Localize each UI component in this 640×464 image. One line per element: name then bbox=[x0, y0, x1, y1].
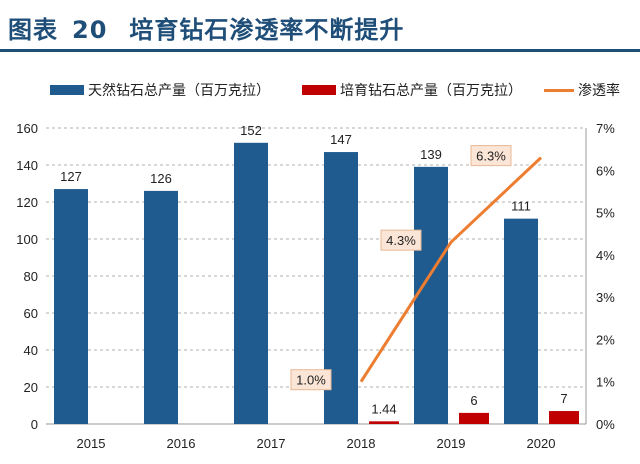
x-tick-label-2020: 2020 bbox=[527, 436, 556, 451]
legend-swatch-lab bbox=[302, 85, 336, 95]
bar-natural-2020 bbox=[504, 218, 538, 424]
data-label-lab-2018: 1.44 bbox=[371, 401, 396, 416]
y-left-tick-label: 20 bbox=[24, 380, 38, 395]
y-left-tick-label: 100 bbox=[16, 232, 38, 247]
y-right-tick-label: 6% bbox=[596, 163, 615, 178]
legend-item-lab: 培育钻石总产量（百万克拉） bbox=[302, 80, 522, 100]
y-left-tick-label: 60 bbox=[24, 306, 38, 321]
y-left-tick-label: 80 bbox=[24, 269, 38, 284]
x-tick-label-2018: 2018 bbox=[347, 436, 376, 451]
legend-label-rate: 渗透率 bbox=[578, 83, 620, 99]
figure-header: 图表 20 培育钻石渗透率不断提升 bbox=[0, 0, 640, 52]
x-tick-label-2015: 2015 bbox=[77, 436, 106, 451]
y-right-tick-label: 5% bbox=[596, 206, 615, 221]
legend-label-natural: 天然钻石总产量（百万克拉） bbox=[88, 83, 270, 99]
data-label-rate-2019: 4.3% bbox=[386, 233, 416, 248]
legend-label-lab: 培育钻石总产量（百万克拉） bbox=[340, 83, 522, 99]
y-right-tick-label: 3% bbox=[596, 290, 615, 305]
bar-lab-2019 bbox=[459, 412, 489, 424]
bar-natural-2017 bbox=[234, 142, 268, 425]
y-right-tick-label: 0% bbox=[596, 417, 615, 432]
rate-label-box-2020 bbox=[470, 145, 512, 167]
bar-natural-2019 bbox=[414, 166, 448, 424]
data-label-natural-2016: 126 bbox=[150, 171, 172, 186]
y-right-tick-label: 7% bbox=[596, 121, 615, 136]
x-tick-label-2017: 2017 bbox=[257, 436, 286, 451]
x-tick-label-2016: 2016 bbox=[167, 436, 196, 451]
figure-number: 20 bbox=[72, 16, 108, 44]
y-left-tick-label: 140 bbox=[16, 158, 38, 173]
data-label-rate-2018: 1.0% bbox=[296, 373, 326, 388]
data-label-rate-2020: 6.3% bbox=[476, 149, 506, 164]
data-label-natural-2015: 127 bbox=[60, 169, 82, 184]
legend-item-rate: 渗透率 bbox=[544, 80, 620, 100]
data-label-natural-2019: 139 bbox=[420, 147, 442, 162]
rate-line bbox=[359, 156, 543, 383]
figure-label: 图表 bbox=[8, 16, 58, 44]
y-left-tick-label: 0 bbox=[31, 417, 38, 432]
y-left-tick-label: 160 bbox=[16, 121, 38, 136]
y-right-tick-label: 4% bbox=[596, 248, 615, 263]
data-label-lab-2019: 6 bbox=[470, 393, 477, 408]
rate-label-box-2018 bbox=[290, 369, 332, 391]
data-label-natural-2020: 111 bbox=[511, 199, 531, 214]
data-label-natural-2018: 147 bbox=[330, 132, 352, 147]
data-label-natural-2017: 152 bbox=[240, 123, 262, 138]
chart-legend: 天然钻石总产量（百万克拉） 培育钻石总产量（百万克拉） 渗透率 bbox=[50, 80, 640, 102]
figure-caption: 培育钻石渗透率不断提升 bbox=[129, 16, 405, 44]
x-tick-label-2019: 2019 bbox=[437, 436, 466, 451]
y-left-tick-label: 120 bbox=[16, 195, 38, 210]
rate-label-box-2019 bbox=[380, 229, 422, 251]
legend-line-rate bbox=[544, 88, 574, 92]
legend-item-natural: 天然钻石总产量（百万克拉） bbox=[50, 80, 270, 100]
y-right-tick-label: 1% bbox=[596, 375, 615, 390]
legend-swatch-natural bbox=[50, 85, 84, 95]
y-right-tick-label: 2% bbox=[596, 332, 615, 347]
y-left-tick-label: 40 bbox=[24, 343, 38, 358]
bar-lab-2020 bbox=[549, 411, 579, 424]
figure-title: 图表 20 培育钻石渗透率不断提升 bbox=[8, 10, 404, 45]
data-label-lab-2020: 7 bbox=[560, 391, 567, 406]
bar-natural-2015 bbox=[54, 189, 88, 424]
bar-lab-2018 bbox=[369, 421, 399, 424]
bar-natural-2016 bbox=[144, 190, 178, 424]
